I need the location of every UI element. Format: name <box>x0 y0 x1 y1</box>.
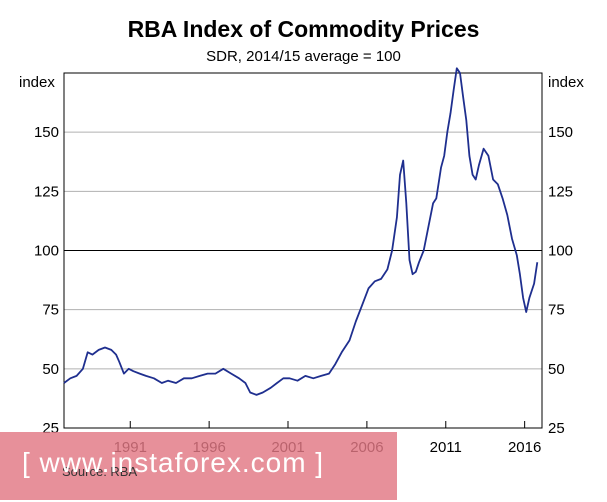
y-axis-label-left: index <box>19 74 55 91</box>
x-tick-label: 2016 <box>508 439 541 456</box>
y-tick-label-left: 150 <box>34 124 59 141</box>
y-tick-label-left: 100 <box>34 243 59 260</box>
chart-subtitle: SDR, 2014/15 average = 100 <box>206 48 401 65</box>
y-tick-label-right: 125 <box>548 183 573 200</box>
y-tick-label-left: 50 <box>42 361 59 378</box>
y-tick-label-right: 150 <box>548 124 573 141</box>
y-tick-label-right: 25 <box>548 420 565 437</box>
watermark-text: [ www.instaforex.com ] <box>22 447 325 478</box>
y-tick-label-left: 125 <box>34 183 59 200</box>
chart-title: RBA Index of Commodity Prices <box>127 16 480 42</box>
y-tick-label-right: 100 <box>548 243 573 260</box>
y-tick-label-left: 75 <box>42 302 59 319</box>
commodity-index-line <box>63 67 539 396</box>
y-tick-label-right: 50 <box>548 361 565 378</box>
watermark-banner <box>0 432 397 500</box>
source-note: Source: RBA <box>62 464 138 479</box>
x-tick-label: 2011 <box>430 439 462 456</box>
plot-frame <box>63 72 543 429</box>
y-tick-label-right: 75 <box>548 302 565 319</box>
y-axis-label-right: index <box>548 74 584 91</box>
